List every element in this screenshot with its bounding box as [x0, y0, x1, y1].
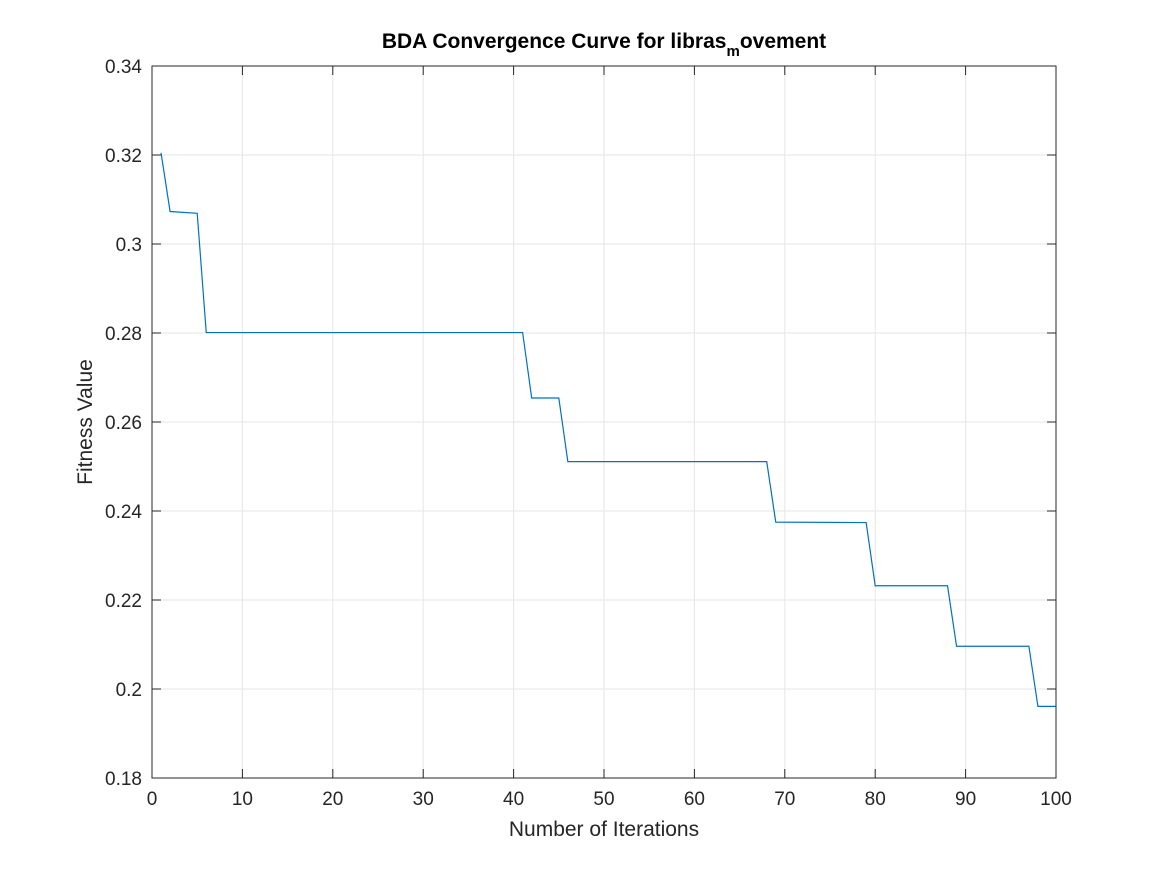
y-tick-label: 0.34	[105, 57, 142, 78]
y-tick-label: 0.26	[105, 413, 142, 434]
x-tick-label: 20	[322, 789, 343, 810]
y-tick-label: 0.24	[105, 502, 142, 523]
x-tick-label: 100	[1040, 789, 1072, 810]
series-line	[160, 152, 1056, 707]
y-tick-label: 0.2	[116, 680, 142, 701]
y-tick-label: 0.18	[105, 769, 142, 790]
y-tick-labels: 0.18 0.2 0.22 0.24 0.26 0.28 0.3 0.32 0.34	[105, 57, 142, 790]
y-tick-label: 0.22	[105, 591, 142, 612]
chart-title-prefix: BDA Convergence Curve for libras	[382, 30, 727, 53]
chart-title: BDA Convergence Curve for librasmovement	[382, 30, 826, 60]
y-tick-label: 0.32	[105, 146, 142, 167]
chart-title-subscript: m	[726, 43, 739, 60]
chart-title-suffix: ovement	[740, 30, 826, 53]
axis-ticks	[151, 65, 1057, 779]
x-tick-label: 40	[503, 789, 524, 810]
x-tick-label: 10	[232, 789, 253, 810]
series-layer	[160, 152, 1056, 707]
x-axis-label: Number of Iterations	[509, 818, 699, 841]
x-tick-label: 60	[684, 789, 705, 810]
x-tick-label: 80	[865, 789, 886, 810]
x-tick-label: 0	[147, 789, 158, 810]
x-tick-label: 90	[955, 789, 976, 810]
x-tick-label: 30	[413, 789, 434, 810]
y-axis-label: Fitness Value	[74, 359, 97, 485]
x-tick-label: 70	[774, 789, 795, 810]
x-tick-labels: 0 10 20 30 40 50 60 70 80 90 100	[147, 789, 1072, 810]
y-tick-label: 0.3	[116, 235, 142, 256]
x-tick-label: 50	[593, 789, 614, 810]
y-tick-label: 0.28	[105, 324, 142, 345]
